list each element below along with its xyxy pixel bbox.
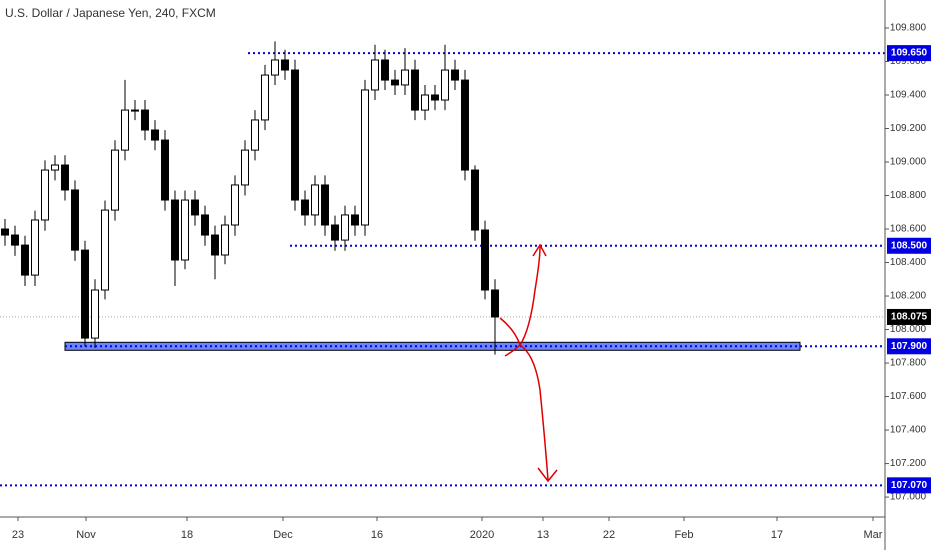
candle-body	[351, 214, 359, 226]
candle-body	[211, 234, 219, 256]
candle-body	[91, 289, 99, 339]
x-tick-label: 17	[771, 529, 783, 541]
candle-body	[341, 214, 349, 241]
x-tick-label: Mar	[864, 529, 883, 541]
level-price-box	[887, 237, 931, 254]
candle-body	[121, 109, 129, 151]
y-tick-label: 108.600	[890, 224, 927, 235]
candle-body	[111, 149, 119, 211]
candle-body	[161, 139, 169, 201]
candle-body	[441, 69, 449, 101]
candle-body	[291, 69, 299, 201]
candle-body	[321, 184, 329, 226]
arrow-down	[504, 344, 549, 481]
candle-body	[491, 289, 499, 318]
y-tick-label: 107.000	[890, 492, 927, 503]
candle-body	[41, 169, 49, 221]
y-tick-label: 108.000	[890, 324, 927, 335]
candle-body	[381, 59, 389, 81]
y-tick-label: 109.400	[890, 90, 927, 101]
y-tick-label: 107.600	[890, 391, 927, 402]
arrow-up-head	[532, 243, 547, 257]
candle-body	[151, 129, 159, 141]
candle-body	[31, 219, 39, 276]
candle-body	[251, 119, 259, 151]
arrow-up	[499, 246, 541, 347]
candle-body	[141, 109, 149, 131]
y-tick-label: 108.400	[890, 257, 927, 268]
level-price-label: 107.070	[891, 480, 928, 491]
candle-body	[101, 209, 109, 291]
arrow-down-head	[537, 467, 558, 483]
y-tick-label: 109.600	[890, 56, 927, 67]
y-tick-label: 107.400	[890, 425, 927, 436]
y-tick-label: 107.800	[890, 358, 927, 369]
level-price-box	[887, 338, 931, 355]
y-tick-label: 109.200	[890, 123, 927, 134]
candle-body	[21, 244, 29, 276]
level-price-label: 108.500	[891, 240, 928, 251]
candle-body	[241, 149, 249, 186]
candle-body	[361, 89, 369, 226]
y-tick-label: 109.000	[890, 157, 927, 168]
candle-body	[481, 229, 489, 291]
candle-body	[271, 59, 279, 76]
candle-body	[51, 164, 59, 171]
candle-body	[201, 214, 209, 236]
candle-body	[1, 228, 9, 236]
plot	[0, 52, 885, 487]
x-tick-label: 13	[537, 529, 549, 541]
level-price-box	[887, 45, 931, 62]
candle-body	[421, 94, 429, 111]
candle-body	[301, 199, 309, 216]
y-tick-label: 108.800	[890, 190, 927, 201]
candle-body	[71, 189, 79, 251]
level-price-box	[887, 477, 931, 494]
last-price-box	[887, 308, 931, 325]
candle-body	[371, 59, 379, 91]
candle-body	[231, 184, 239, 226]
candle-body	[191, 199, 199, 216]
candle-body	[411, 69, 419, 111]
candle-body	[61, 164, 69, 191]
candle-body	[261, 74, 269, 121]
y-tick-label: 108.200	[890, 291, 927, 302]
candle-body	[401, 69, 409, 86]
candle-body	[181, 199, 189, 261]
x-tick-label: Feb	[675, 529, 694, 541]
candle-body	[171, 199, 179, 261]
candle-body	[451, 69, 459, 81]
candle-body	[391, 79, 399, 86]
candle-body	[331, 224, 339, 241]
x-tick-label: Dec	[273, 529, 293, 541]
y-tick-label: 107.200	[890, 458, 927, 469]
level-price-label: 109.650	[891, 48, 928, 59]
x-tick-label: 16	[371, 529, 383, 541]
candle-body	[471, 169, 479, 231]
candle-body	[431, 94, 439, 101]
candle-body	[11, 234, 19, 246]
level-price-label: 107.900	[891, 341, 928, 352]
annotation-arrows	[499, 243, 558, 483]
x-tick-label: 2020	[470, 529, 494, 541]
x-tick-label: 18	[181, 529, 193, 541]
candle-body	[221, 224, 229, 256]
candle-body	[281, 59, 289, 71]
x-tick-label: Nov	[76, 529, 96, 541]
candle-body	[81, 249, 89, 339]
candle-body	[461, 79, 469, 171]
candle-body	[131, 109, 139, 112]
x-tick-label: 23	[12, 529, 24, 541]
chart-title: U.S. Dollar / Japanese Yen, 240, FXCM	[5, 6, 216, 20]
last-price-label: 108.075	[891, 312, 928, 323]
x-tick-label: 22	[603, 529, 615, 541]
y-tick-label: 109.800	[890, 23, 927, 34]
candle-body	[311, 184, 319, 216]
